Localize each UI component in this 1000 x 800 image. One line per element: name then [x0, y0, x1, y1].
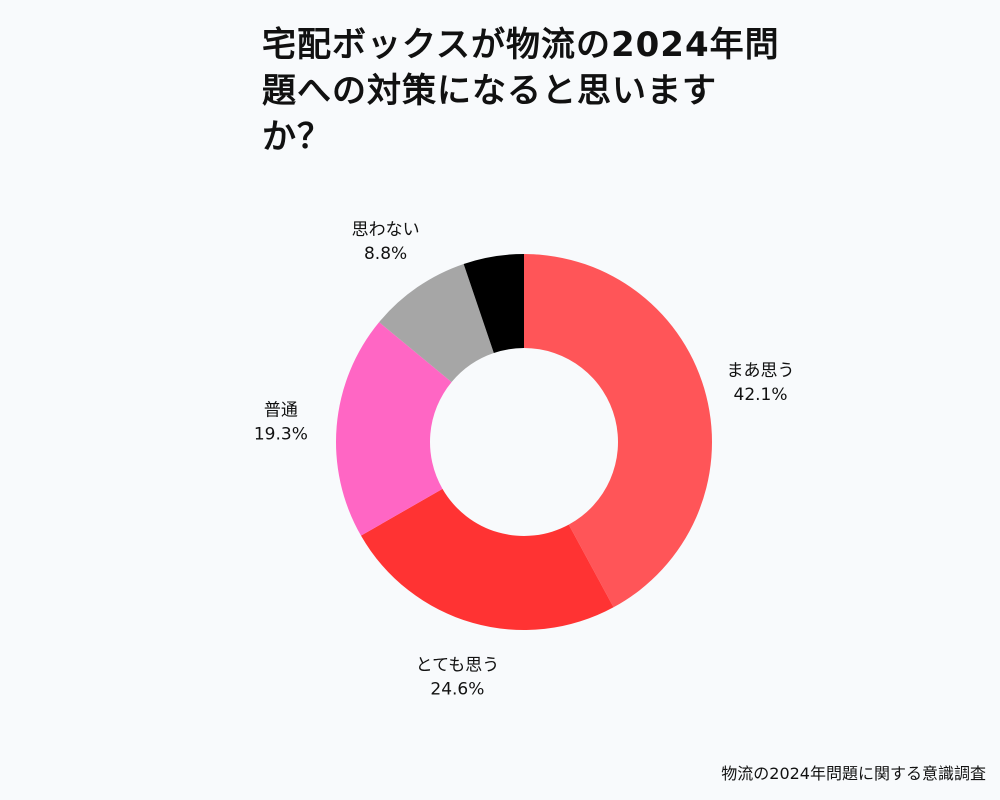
- donut-slice-3: [379, 263, 494, 383]
- slice-value-0: 42.1%: [734, 385, 788, 405]
- slice-label-0: まあ思う: [727, 361, 795, 381]
- slice-value-2: 19.3%: [254, 424, 308, 444]
- chart-title-line-2: 題への対策になると思います: [262, 71, 717, 111]
- donut-slice-4: [463, 254, 524, 353]
- slice-value-1: 24.6%: [430, 680, 484, 700]
- source-note: 物流の2024年問題に関する意識調査: [721, 764, 986, 783]
- donut-slice-1: [360, 488, 614, 631]
- chart-title-line-1: 宅配ボックスが物流の2024年問: [262, 25, 780, 65]
- slice-label-1: とても思う: [416, 656, 500, 676]
- slice-label-2: 普通: [264, 400, 298, 420]
- chart-title-line-3: か？: [262, 117, 332, 157]
- slice-value-3: 8.8%: [364, 244, 407, 264]
- slice-label-3: 思わない: [352, 220, 420, 240]
- donut-slice-0: [524, 254, 712, 608]
- chart-title: 宅配ボックスが物流の2024年問 題への対策になると思います か？: [262, 22, 782, 160]
- donut-slice-2: [336, 322, 452, 536]
